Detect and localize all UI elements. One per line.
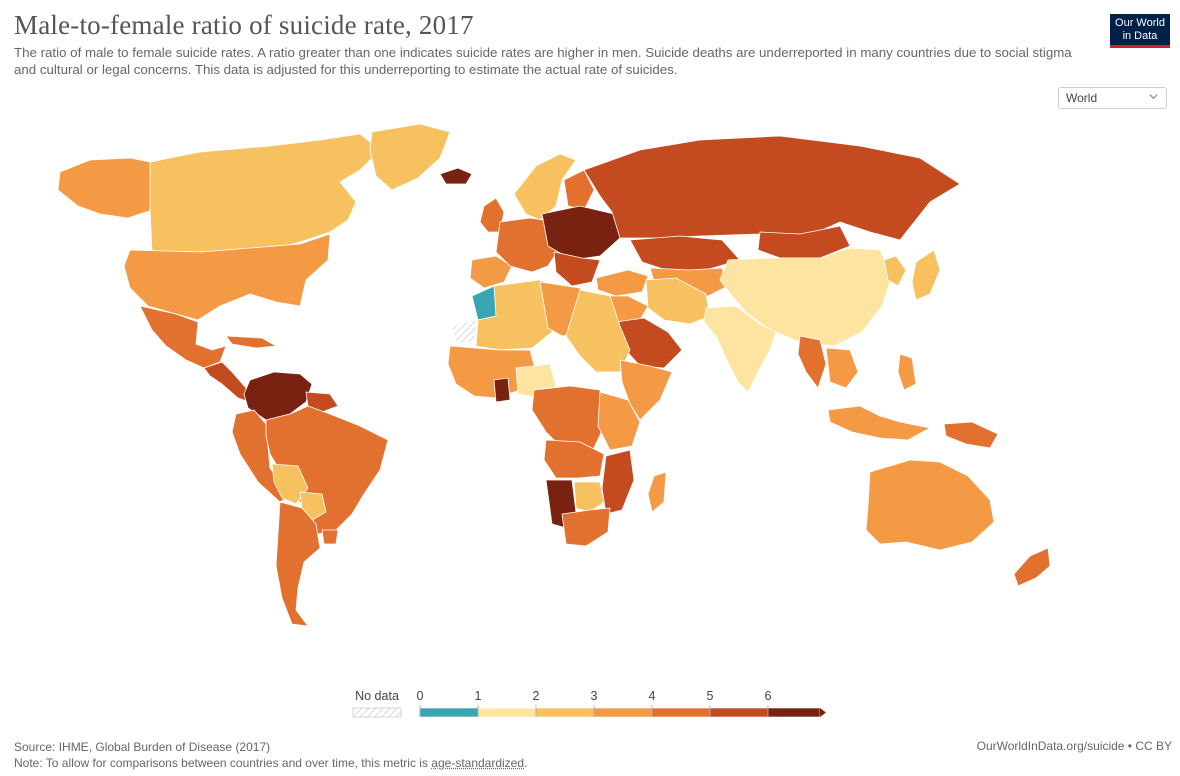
- region-horn-of-africa[interactable]: [619, 359, 673, 421]
- legend-tick-3: 3: [591, 689, 598, 703]
- region-madagascar[interactable]: [647, 471, 667, 513]
- region-iceland[interactable]: [439, 167, 473, 185]
- region-china[interactable]: [719, 247, 893, 347]
- region-indochina[interactable]: [825, 347, 859, 389]
- region-southeast-asia[interactable]: [797, 335, 827, 389]
- chart-subtitle: The ratio of male to female suicide rate…: [14, 45, 1072, 77]
- region-eastern-europe[interactable]: [541, 205, 621, 261]
- region-finland[interactable]: [563, 169, 595, 211]
- region-philippines[interactable]: [897, 353, 917, 391]
- world-map[interactable]: [0, 110, 1180, 680]
- region-east-africa[interactable]: [597, 391, 641, 451]
- region-canada[interactable]: [149, 133, 381, 253]
- region-india[interactable]: [703, 305, 777, 393]
- legend-bin-3[interactable]: [593, 707, 653, 718]
- region-mozambique[interactable]: [601, 449, 635, 515]
- region-select[interactable]: World: [1058, 87, 1167, 109]
- region-korea-japan[interactable]: [883, 249, 941, 301]
- region-western-sahara[interactable]: [451, 319, 479, 345]
- note-prefix: Note: To allow for comparisons between c…: [14, 756, 432, 770]
- logo-line-1: Our World: [1115, 17, 1165, 29]
- footer: Source: IHME, Global Burden of Disease (…: [14, 739, 527, 771]
- credit-text[interactable]: OurWorldInData.org/suicide • CC BY: [976, 739, 1172, 753]
- legend-bin-5[interactable]: [709, 707, 769, 718]
- region-botswana[interactable]: [573, 481, 605, 513]
- region-argentina-chile[interactable]: [275, 501, 321, 627]
- note-text: Note: To allow for comparisons between c…: [14, 755, 527, 771]
- region-guianas[interactable]: [305, 391, 339, 413]
- region-iran-afghanistan[interactable]: [645, 277, 711, 325]
- age-standardized-link[interactable]: age-standardized: [431, 756, 525, 770]
- legend-tick-6: 6: [765, 689, 772, 703]
- region-select-value: World: [1066, 91, 1098, 105]
- legend-arrow-tip: [820, 708, 826, 717]
- region-kazakhstan[interactable]: [629, 235, 741, 271]
- region-papua[interactable]: [943, 421, 999, 449]
- region-australia[interactable]: [865, 459, 995, 551]
- region-scandinavia[interactable]: [513, 153, 577, 221]
- legend-tick-5: 5: [707, 689, 714, 703]
- legend-bin-6[interactable]: [767, 707, 821, 718]
- legend-tick-4: 4: [649, 689, 656, 703]
- region-egypt-sudan[interactable]: [565, 289, 631, 373]
- chevron-down-icon: [1149, 94, 1158, 100]
- chart-title: Male-to-female ratio of suicide rate, 20…: [14, 10, 474, 40]
- region-uruguay[interactable]: [321, 529, 339, 545]
- region-colombia-venezuela[interactable]: [243, 371, 313, 421]
- logo-line-2: in Data: [1122, 30, 1158, 42]
- region-usa[interactable]: [123, 233, 331, 321]
- legend-bin-2[interactable]: [535, 707, 595, 718]
- note-suffix: .: [524, 756, 528, 770]
- region-turkey[interactable]: [595, 269, 649, 297]
- region-alaska[interactable]: [57, 157, 153, 219]
- map-legend: No data 0 1 2 3 4 5 6: [352, 689, 826, 718]
- region-greenland[interactable]: [369, 123, 451, 191]
- region-western-europe[interactable]: [495, 217, 561, 273]
- region-russia[interactable]: [583, 135, 961, 241]
- legend-bin-1[interactable]: [477, 707, 537, 718]
- legend-no-data-swatch: [352, 707, 402, 718]
- region-cuba[interactable]: [225, 335, 277, 349]
- region-south-africa[interactable]: [561, 507, 611, 547]
- region-indonesia[interactable]: [827, 405, 931, 441]
- region-mexico[interactable]: [139, 305, 227, 369]
- legend-tick-1: 1: [475, 689, 482, 703]
- region-ghana[interactable]: [493, 377, 511, 403]
- legend-no-data-label: No data: [355, 689, 399, 703]
- region-angola-zambia[interactable]: [543, 439, 605, 479]
- legend-tick-0: 0: [417, 689, 424, 703]
- region-central-america[interactable]: [203, 361, 251, 403]
- region-mongolia[interactable]: [757, 225, 851, 259]
- legend-tick-2: 2: [533, 689, 540, 703]
- owid-logo[interactable]: Our World in Data: [1110, 14, 1170, 48]
- region-bolivia[interactable]: [271, 463, 309, 505]
- legend-bin-0[interactable]: [419, 707, 479, 718]
- source-text: Source: IHME, Global Burden of Disease (…: [14, 740, 271, 754]
- region-balkans[interactable]: [553, 251, 601, 287]
- region-new-zealand[interactable]: [1013, 547, 1051, 587]
- legend-bin-4[interactable]: [651, 707, 711, 718]
- region-iberia[interactable]: [469, 255, 513, 289]
